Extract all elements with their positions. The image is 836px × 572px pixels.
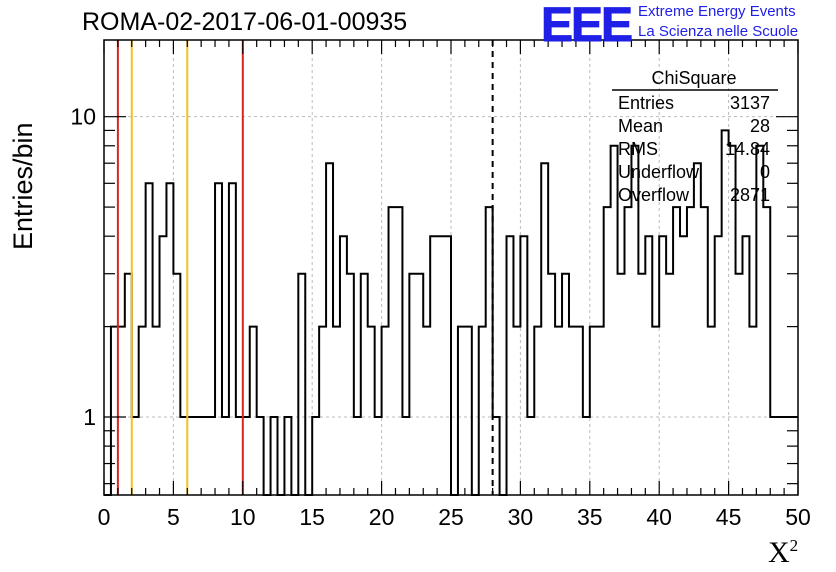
y-axis-label: Entries/bin: [8, 122, 38, 250]
x-tick-label: 50: [785, 504, 811, 530]
x-tick-label: 10: [230, 504, 256, 530]
stats-label: RMS: [618, 139, 658, 159]
x-tick-label: 0: [98, 504, 111, 530]
x-axis-label-superscript: 2: [789, 536, 799, 555]
stats-label: Underflow: [618, 162, 700, 182]
stats-value: 2871: [729, 185, 770, 205]
stats-label: Overflow: [618, 185, 690, 205]
logo-line-2: La Scienza nelle Scuole: [638, 23, 799, 40]
y-tick-label: 1: [83, 404, 96, 430]
x-tick-label: 5: [167, 504, 180, 530]
logo-line-1: Extreme Energy Events: [638, 3, 796, 20]
logo-text: EEE: [541, 2, 632, 46]
stats-value: 3137: [729, 93, 770, 113]
x-tick-label: 35: [577, 504, 603, 530]
x-tick-label: 15: [299, 504, 325, 530]
stats-value: 0: [759, 162, 770, 182]
stats-label: Entries: [618, 93, 675, 113]
x-tick-label: 30: [508, 504, 534, 530]
stats-value: 28: [749, 116, 770, 136]
x-tick-label: 20: [369, 504, 395, 530]
stats-label: Mean: [618, 116, 664, 136]
x-tick-label: 45: [716, 504, 742, 530]
x-tick-label: 40: [646, 504, 672, 530]
x-axis-label: X2: [768, 536, 798, 570]
stats-value: 14.84: [724, 139, 770, 159]
x-axis-label-main: X: [768, 536, 790, 569]
y-tick-label: 10: [70, 104, 96, 130]
stats-title: ChiSquare: [651, 68, 737, 88]
x-tick-label: 25: [438, 504, 464, 530]
chart-title: ROMA-02-2017-06-01-00935: [82, 8, 408, 36]
eee-logo: EEE: [541, 2, 635, 46]
